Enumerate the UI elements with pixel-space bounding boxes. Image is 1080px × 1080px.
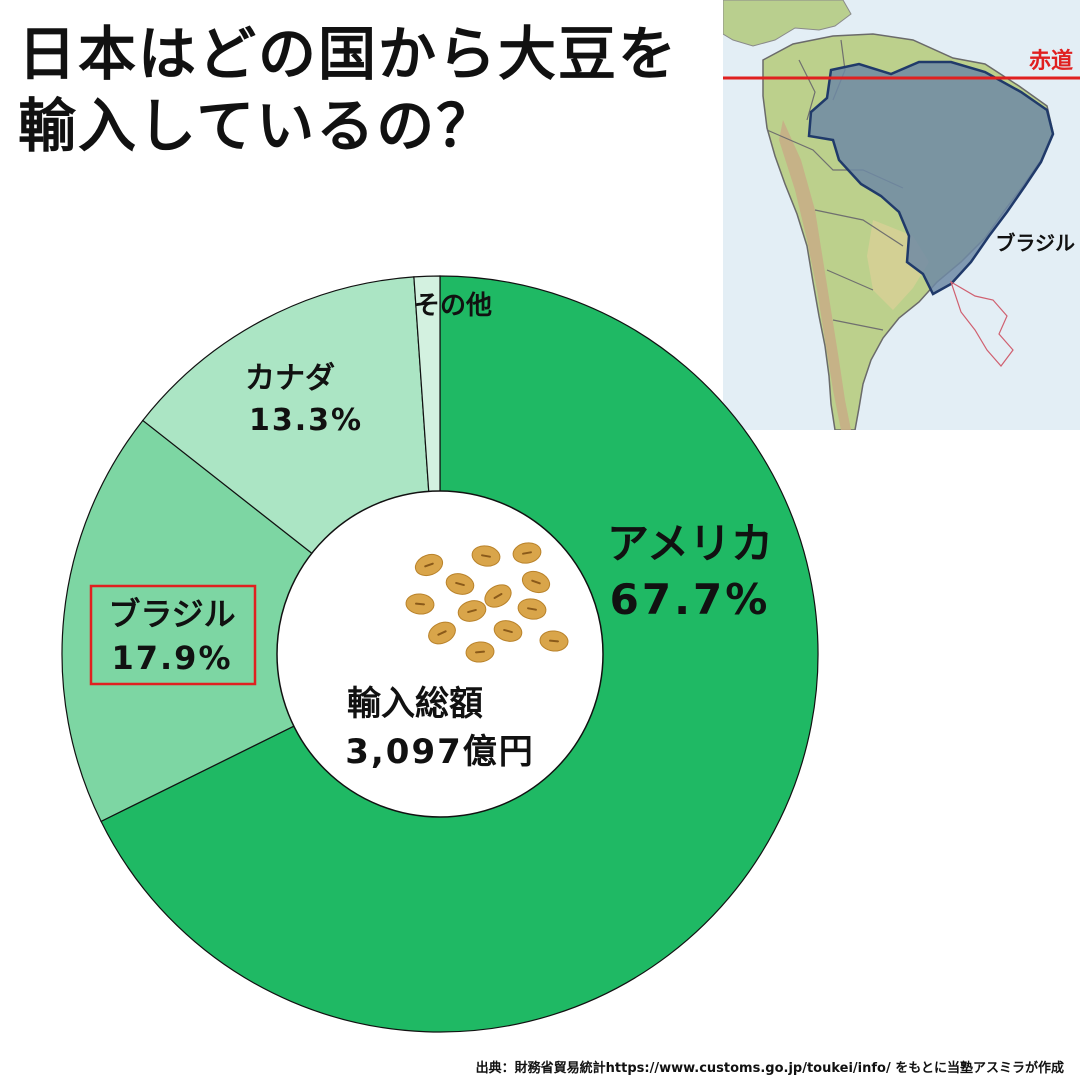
label-other-name: その他 xyxy=(414,291,492,321)
title-line-2: 輸入しているの？ xyxy=(18,92,497,160)
label-canada-name: カナダ xyxy=(245,361,335,396)
center-total-label: 輸入総額 xyxy=(347,684,483,724)
label-usa-name: アメリカ xyxy=(607,519,773,568)
south-america-map: 赤道 ブラジル xyxy=(723,0,1080,430)
page-title: 日本はどの国から大豆を 輸入しているの？ xyxy=(18,18,678,162)
label-canada-value: 13.3% xyxy=(249,403,363,438)
brazil-region xyxy=(807,60,1055,296)
donut-hole xyxy=(276,490,604,818)
slice-brazil xyxy=(61,419,442,823)
center-total-value: 3,097億円 xyxy=(345,732,535,772)
brazil-highlight-box xyxy=(89,584,257,686)
map-svg: 赤道 ブラジル xyxy=(723,0,1080,430)
title-line-1: 日本はどの国から大豆を xyxy=(18,20,679,88)
soybeans-icon xyxy=(405,542,569,663)
label-usa-value: 67.7% xyxy=(610,575,771,624)
label-brazil-name: ブラジル xyxy=(108,595,235,633)
equator-label: 赤道 xyxy=(1029,48,1073,74)
label-brazil-value: 17.9% xyxy=(111,639,232,677)
source-note: 出典：財務省貿易統計https://www.customs.go.jp/touk… xyxy=(475,1061,1064,1076)
brazil-map-label: ブラジル xyxy=(995,231,1075,255)
